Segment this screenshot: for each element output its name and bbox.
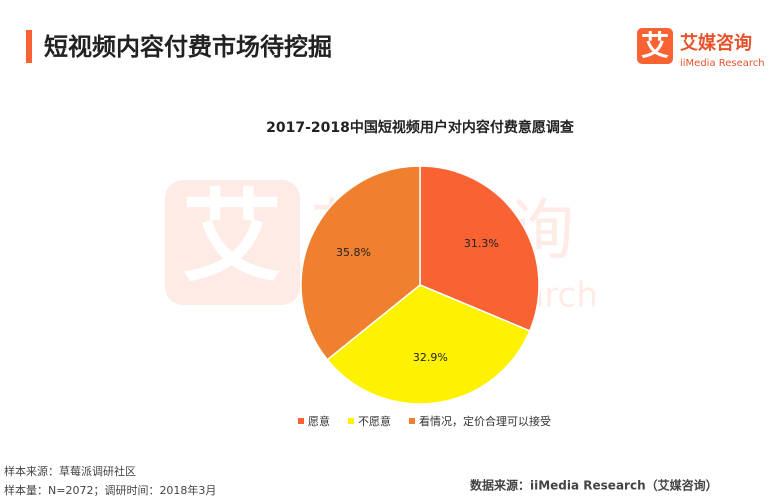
logo-name: 艾媒咨询 (680, 32, 752, 54)
logo-sub: iiMedia Research (680, 58, 765, 69)
legend-label: 愿意 (308, 414, 330, 428)
logo-icon: 艾 (641, 29, 669, 62)
sample-source: 样本来源：草莓派调研社区 (4, 464, 136, 478)
pie-slice (326, 284, 531, 405)
data-source: 数据来源：iiMedia Research（艾媒咨询） (470, 478, 718, 493)
data-label: 32.9% (413, 351, 448, 364)
legend-swatch (298, 418, 304, 424)
data-label: 31.3% (464, 237, 499, 250)
logo-box (637, 28, 673, 64)
legend: 愿意 不愿意 看情况，定价合理可以接受 (298, 414, 551, 428)
legend-swatch (409, 418, 415, 424)
chart-title: 2017-2018中国短视频用户对内容付费意愿调查 (266, 119, 575, 136)
pie-slice (419, 165, 540, 332)
pie: 31.3% 32.9% 35.8% (300, 165, 540, 405)
title-bar (26, 30, 32, 63)
watermark-icon: 艾 (182, 178, 282, 295)
legend-swatch (348, 418, 354, 424)
legend-label: 看情况，定价合理可以接受 (419, 414, 551, 428)
page-title: 短视频内容付费市场待挖掘 (44, 33, 332, 61)
pie-slice (300, 165, 421, 361)
legend-label: 不愿意 (358, 414, 391, 428)
watermark-box (165, 180, 300, 305)
sample-size: 样本量：N=2072；调研时间：2018年3月 (4, 483, 216, 497)
data-label: 35.8% (336, 246, 371, 259)
